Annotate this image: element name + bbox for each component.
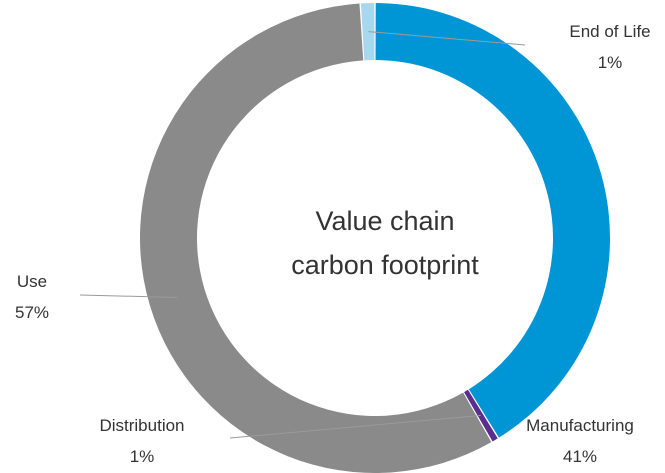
slice-label-end-of-life: End of Life: [569, 22, 650, 41]
leader-line-distribution: [229, 414, 481, 439]
slice-value-end-of-life: 1%: [598, 53, 623, 72]
slice-value-manufacturing: 41%: [563, 447, 597, 466]
leader-lines-group: [79, 31, 526, 439]
slice-distribution: [464, 389, 498, 442]
slice-label-manufacturing: Manufacturing: [526, 416, 634, 435]
slice-end-of-life: [360, 3, 375, 61]
leader-line-use: [79, 294, 178, 298]
slices-group: [139, 3, 610, 473]
leader-line-end-of-life: [368, 31, 526, 46]
chart-title-line-2: carbon footprint: [291, 250, 479, 280]
chart-title-line-1: Value chain: [315, 206, 454, 236]
slice-label-use: Use: [17, 272, 47, 291]
slice-value-use: 57%: [15, 303, 49, 322]
slice-manufacturing: [375, 3, 610, 438]
slice-use: [139, 3, 492, 473]
slice-value-distribution: 1%: [130, 447, 155, 466]
slice-label-distribution: Distribution: [99, 416, 184, 435]
